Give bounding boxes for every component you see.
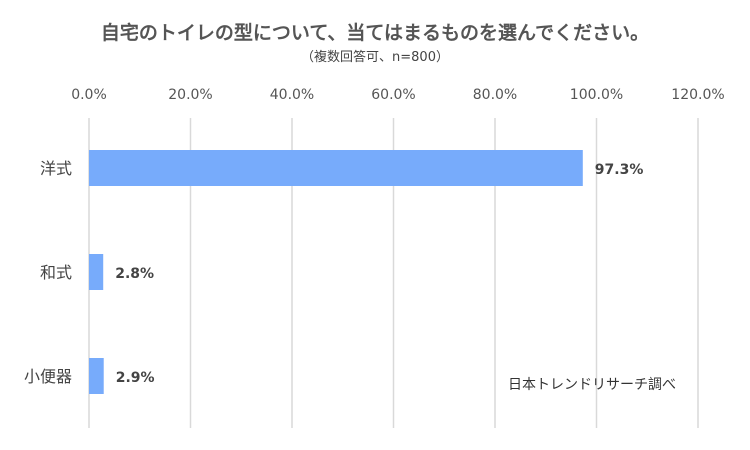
- x-tick-label: 20.0%: [168, 87, 212, 103]
- x-tick-label: 80.0%: [473, 87, 517, 103]
- chart-subtitle: （複数回答可、n=800）: [301, 50, 449, 65]
- data-label: 97.3%: [595, 162, 644, 178]
- x-tick-label: 60.0%: [371, 87, 415, 103]
- source-credit: 日本トレンドリサーチ調べ: [508, 377, 676, 393]
- x-tick-label: 100.0%: [570, 87, 623, 103]
- category-label: 洋式: [40, 159, 72, 178]
- x-tick-label: 40.0%: [270, 87, 314, 103]
- category-label: 小便器: [24, 367, 72, 386]
- category-label: 和式: [40, 263, 72, 282]
- bar: [89, 254, 104, 290]
- data-label: 2.9%: [116, 370, 155, 386]
- chart-title: 自宅のトイレの型について、当てはまるものを選んでください。: [100, 22, 650, 44]
- x-tick-label: 0.0%: [71, 87, 107, 103]
- data-label: 2.8%: [115, 266, 154, 282]
- x-tick-label: 120.0%: [671, 87, 724, 103]
- bar: [89, 150, 583, 186]
- bar: [89, 358, 104, 394]
